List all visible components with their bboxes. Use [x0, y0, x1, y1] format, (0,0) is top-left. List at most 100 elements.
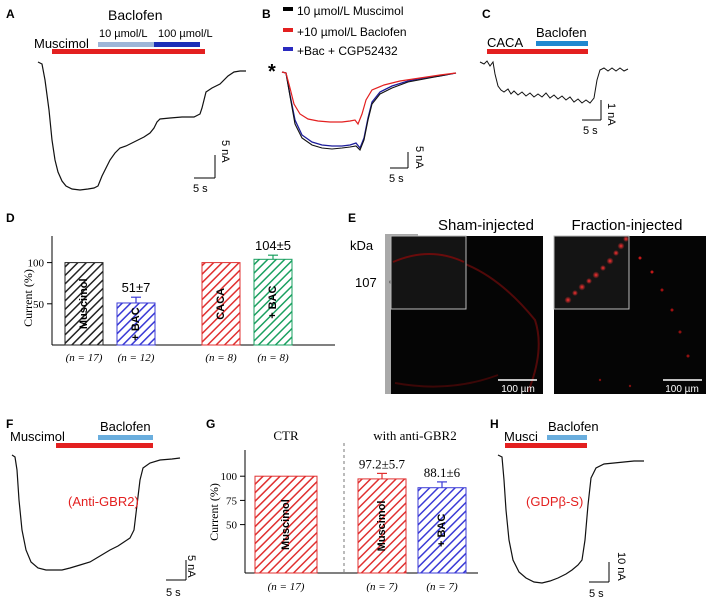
panel-a-conc2-label: 100 µmol/L: [158, 28, 213, 40]
panel-a-scale-x: 5 s: [193, 183, 208, 195]
panel-g-bar-label-ctr: Muscimol: [280, 499, 292, 550]
panel-letter-h: H: [490, 417, 499, 431]
panel-c-scale-y: 1 nA: [605, 103, 617, 126]
panel-h-drug2-label: Baclofen: [548, 419, 599, 434]
panel-e-marker-label: 107: [355, 275, 377, 290]
panel-g-bar-ctr-muscimol: [254, 475, 318, 574]
panel-f-scale-x: 5 s: [166, 587, 181, 599]
panel-letter-g: G: [206, 417, 215, 431]
panel-a-scale-y: 5 nA: [219, 140, 231, 163]
panel-d-n-label-1: (n = 17): [66, 352, 103, 364]
panel-c-drug2-bar: [536, 41, 588, 46]
panel-d-errorbar-bac1: [131, 296, 141, 303]
panel-d-n-label-2: (n = 12): [118, 352, 155, 364]
panel-d-bar-label-muscimol: Muscimol: [78, 278, 90, 329]
panel-g-errorbar-anti-muscimol: [377, 472, 387, 479]
panel-g-chart: G CTR with anti-GBR2 Current (%) 100 75 …: [206, 417, 478, 593]
panel-e-kda-label: kDa: [350, 238, 374, 253]
panel-h-condition-label: (GDPβ-S): [526, 494, 583, 509]
panel-a-drug1-label: Muscimol: [34, 36, 89, 51]
panel-d-bar-caca: [201, 262, 241, 346]
legend-entry-baclofen: +10 µmol/L Baclofen: [297, 25, 407, 39]
panel-f-scale-bar: 5 nA 5 s: [166, 555, 197, 599]
panel-d-annotation-bac1: 51±7: [122, 280, 151, 295]
panel-b: B 10 µmol/L Muscimol +10 µmol/L Baclofen…: [262, 4, 457, 185]
legend-swatch-muscimol: [283, 7, 293, 11]
panel-c-drug1-bar: [487, 49, 588, 54]
panel-h-scale-y: 10 nA: [615, 552, 627, 581]
legend-swatch-cgp: [283, 47, 293, 51]
panel-a-current-trace: [37, 61, 246, 191]
panel-d-ytick-label-100: 100: [28, 258, 45, 270]
panel-d-errorbar-bac2: [268, 254, 278, 260]
panel-g-group1-label: CTR: [273, 428, 299, 443]
panel-h-scale-x: 5 s: [589, 588, 604, 600]
panel-d-chart: D Current (%) 100 50 Muscimol + BAC CACA…: [6, 211, 335, 364]
panel-h-current-trace: [497, 454, 644, 584]
panel-g-n-label-3: (n = 7): [426, 581, 458, 593]
panel-e-left-scalebar-label: 100 µm: [501, 384, 535, 395]
panel-h-drug2-bar: [547, 435, 587, 440]
panel-d-ytick-label-50: 50: [33, 299, 45, 311]
panel-f-drug1-bar: [56, 443, 153, 448]
panel-b-asterisk: *: [268, 61, 276, 83]
panel-g-annotation-anti-muscimol: 97.2±5.7: [359, 456, 406, 471]
legend-swatch-baclofen: [283, 28, 293, 32]
panel-b-scale-y: 5 nA: [413, 146, 425, 169]
panel-b-trace-muscimol: [281, 71, 457, 151]
panel-g-n-label-1: (n = 17): [268, 581, 305, 593]
panel-a-drug1-bar: [52, 49, 205, 54]
panel-d-annotation-bac2: 104±5: [255, 238, 291, 253]
panel-g-group2-label: with anti-GBR2: [373, 428, 456, 443]
panel-d-bar-muscimol: [64, 262, 104, 346]
panel-g-n-label-2: (n = 7): [366, 581, 398, 593]
panel-b-scale-bar: 5 nA 5 s: [389, 146, 425, 185]
panel-g-errorbar-anti-bac: [437, 481, 447, 488]
panel-g-ytick-label-100: 100: [221, 471, 238, 483]
panel-f-drug2-label: Baclofen: [100, 419, 151, 434]
panel-g-bar-label-anti-bac: + BAC: [436, 514, 448, 547]
panel-h-drug1-label: Musci: [504, 429, 538, 444]
panel-h-scale-bar: 10 nA 5 s: [589, 552, 627, 600]
panel-e-fraction-inset: [553, 235, 630, 310]
panel-f-drug2-bar: [98, 435, 153, 440]
panel-d-bar-label-caca: CACA: [215, 288, 227, 320]
panel-a-title: Baclofen: [108, 7, 162, 23]
panel-d-n-label-3: (n = 8): [205, 352, 237, 364]
panel-a-conc1-bar: [98, 42, 154, 47]
panel-g-bar-label-anti-muscimol: Muscimol: [376, 501, 388, 552]
panel-c-drug1-label: CACA: [487, 35, 523, 50]
panel-a-conc1-label: 10 µmol/L: [99, 28, 148, 40]
panel-e-fraction-puncta: [564, 236, 690, 388]
legend-entry-muscimol: 10 µmol/L Muscimol: [297, 4, 404, 18]
panel-letter-c: C: [482, 7, 491, 21]
panel-g-annotation-anti-bac: 88.1±6: [424, 465, 461, 480]
panel-e-left-title: Sham-injected: [438, 217, 534, 234]
panel-letter-e: E: [348, 211, 356, 225]
panel-g-ylabel: Current (%): [207, 483, 221, 541]
panel-a-scale-bar: 5 nA 5 s: [193, 140, 231, 195]
panel-a-conc2-bar: [154, 42, 200, 47]
panel-d-bar-label-bac2: + BAC: [267, 285, 279, 318]
panel-b-scale-x: 5 s: [389, 173, 404, 185]
panel-e: E kDa 107 Sham-injected 100 µm Fraction-…: [348, 211, 706, 395]
panel-f-drug1-label: Muscimol: [10, 429, 65, 444]
panel-letter-a: A: [6, 7, 15, 21]
panel-f-scale-y: 5 nA: [185, 555, 197, 578]
panel-b-trace-cgp: [281, 71, 457, 150]
legend-entry-cgp: +Bac + CGP52432: [297, 44, 398, 58]
panel-b-trace-baclofen: [281, 71, 457, 126]
panel-b-legend: 10 µmol/L Muscimol +10 µmol/L Baclofen +…: [283, 4, 407, 58]
panel-e-sham-inset: [390, 235, 467, 310]
panel-c-drug2-label: Baclofen: [536, 25, 587, 40]
panel-c-scale-x: 5 s: [583, 125, 598, 137]
panel-letter-f: F: [6, 417, 13, 431]
panel-d-bar-label-bac1: + BAC: [130, 307, 142, 340]
panel-h: H Musci Baclofen (GDPβ-S) 10 nA 5 s: [490, 417, 644, 600]
panel-f: F Muscimol Baclofen (Anti-GBR2) 5 nA 5 s: [6, 417, 197, 599]
panel-f-condition-label: (Anti-GBR2): [68, 494, 139, 509]
panel-c: C CACA Baclofen 1 nA 5 s: [479, 7, 629, 137]
panel-letter-d: D: [6, 211, 15, 225]
panel-h-drug1-bar: [505, 443, 587, 448]
